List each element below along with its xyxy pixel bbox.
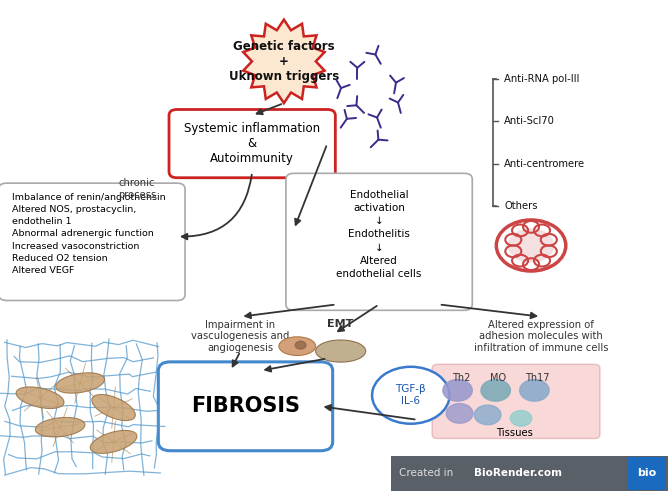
Text: Th17: Th17 xyxy=(526,373,550,383)
Circle shape xyxy=(443,380,472,401)
Circle shape xyxy=(508,228,554,263)
FancyBboxPatch shape xyxy=(0,183,185,300)
FancyBboxPatch shape xyxy=(628,457,666,490)
FancyBboxPatch shape xyxy=(169,109,335,178)
Text: Anti-centromere: Anti-centromere xyxy=(504,159,585,169)
Circle shape xyxy=(510,410,532,426)
Text: Genetic factors
+
Uknown triggers: Genetic factors + Uknown triggers xyxy=(228,40,339,83)
Text: chronic
process: chronic process xyxy=(118,178,156,200)
Polygon shape xyxy=(243,20,325,103)
Ellipse shape xyxy=(316,340,366,362)
Text: Anti-Scl70: Anti-Scl70 xyxy=(504,116,555,126)
Circle shape xyxy=(474,405,501,425)
Text: bio: bio xyxy=(637,468,657,478)
Ellipse shape xyxy=(92,394,136,421)
Text: Systemic inflammation
&
Autoimmunity: Systemic inflammation & Autoimmunity xyxy=(184,122,320,165)
Text: MO: MO xyxy=(490,373,506,383)
Circle shape xyxy=(372,367,450,424)
FancyBboxPatch shape xyxy=(391,456,668,491)
Ellipse shape xyxy=(55,373,105,393)
Text: Impairment in
vasculogenesis and
angiogenesis: Impairment in vasculogenesis and angioge… xyxy=(191,320,290,353)
Text: Imbalance of renin/angiothensin
Altered NOS, prostacyclin,
endothelin 1
Abnormal: Imbalance of renin/angiothensin Altered … xyxy=(12,193,166,275)
Text: Altered expression of
adhesion molecules with
infiltration of immune cells: Altered expression of adhesion molecules… xyxy=(474,320,609,353)
FancyBboxPatch shape xyxy=(432,364,600,438)
Ellipse shape xyxy=(35,417,85,437)
Ellipse shape xyxy=(279,337,316,355)
Text: EMT: EMT xyxy=(327,319,354,329)
Ellipse shape xyxy=(90,431,137,453)
Text: Th2: Th2 xyxy=(452,373,470,383)
Text: TGF-β
IL-6: TGF-β IL-6 xyxy=(395,384,426,406)
Circle shape xyxy=(295,341,306,349)
Text: BioRender.com: BioRender.com xyxy=(474,468,562,478)
Text: Endothelial
activation
↓
Endothelitis
↓
Altered
endothelial cells: Endothelial activation ↓ Endothelitis ↓ … xyxy=(337,190,422,279)
FancyBboxPatch shape xyxy=(158,362,333,451)
Ellipse shape xyxy=(16,387,64,409)
Circle shape xyxy=(481,380,510,401)
Text: Anti-RNA pol-III: Anti-RNA pol-III xyxy=(504,74,580,83)
Circle shape xyxy=(446,404,473,423)
Circle shape xyxy=(520,380,549,401)
Text: Tissues: Tissues xyxy=(496,428,533,438)
Text: Others: Others xyxy=(504,201,538,211)
Text: Created in: Created in xyxy=(399,468,457,478)
FancyBboxPatch shape xyxy=(286,173,472,310)
Text: FIBROSIS: FIBROSIS xyxy=(191,396,300,416)
